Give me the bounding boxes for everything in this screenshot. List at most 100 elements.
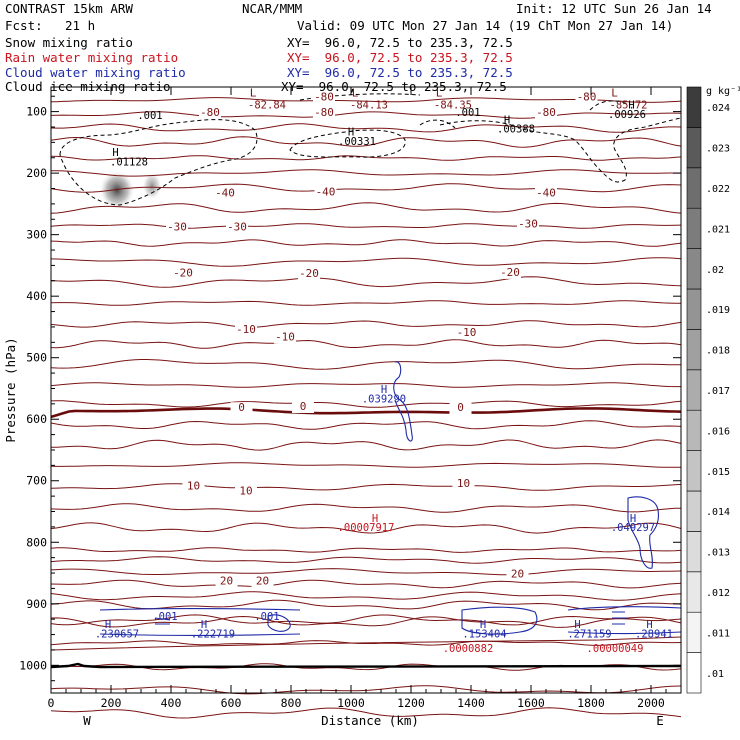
- isotherm-label-bg: [517, 218, 539, 231]
- org-label: NCAR/MMM: [242, 1, 303, 16]
- cloud-ice-contour: [419, 119, 456, 129]
- x-tick-label: 0: [48, 696, 55, 710]
- isotherm-label: 0: [300, 400, 307, 413]
- isotherm-label: 10: [239, 484, 252, 497]
- cloud-water-label: .230657: [95, 629, 139, 641]
- isotherm-line: [50, 183, 682, 193]
- axes: 0 200 400 600 800 1000 1200 1400 1600 1800 2000100…: [19, 87, 682, 710]
- cloud-ice-label: .00926: [608, 109, 646, 121]
- isotherm-line: [50, 320, 682, 328]
- colorbar-swatch: [686, 329, 702, 371]
- rain-water-label: .0000882: [443, 643, 494, 655]
- isotherm-label-bg: [199, 106, 221, 119]
- isotherm-label-bg: [298, 268, 320, 281]
- isotherm-label-bg: [182, 480, 205, 493]
- isotherm-label: -40: [536, 187, 556, 200]
- x-tick-label: 400: [161, 696, 182, 710]
- cloud-water-label: .153404: [462, 629, 506, 641]
- isotherm-label-bg: [535, 106, 557, 119]
- isotherm-line: [50, 359, 681, 370]
- cloud-water-contour: [99, 607, 301, 637]
- y-tick-label: 700: [26, 474, 47, 488]
- cloud-water-contour: [393, 361, 413, 442]
- cloud-ice-contour: [289, 129, 406, 158]
- cloud-water-contour: [627, 496, 659, 569]
- isotherm-label-bg: [215, 575, 238, 588]
- cloud-water-contours: [99, 361, 682, 637]
- colorbar-swatch: [686, 531, 702, 573]
- isotherm-label-bg: [313, 106, 335, 119]
- freezing-level-line: [50, 407, 682, 419]
- isotherm-label: -40: [215, 187, 235, 200]
- isotherm-line: [50, 591, 682, 601]
- cloud-ice-label: .001: [455, 107, 480, 119]
- isotherm-label: -80: [577, 91, 597, 104]
- isotherm-label: 0: [238, 401, 245, 414]
- isotherm-line: [50, 483, 682, 491]
- cloud-ice-label: .00331: [338, 136, 376, 148]
- isotherm-label: -30: [167, 220, 187, 233]
- y-tick-label: 300: [26, 228, 47, 242]
- x-tick-label: 1400: [457, 696, 485, 710]
- colorbar-level-label: .015: [706, 467, 730, 478]
- isotherm-line: [50, 223, 682, 229]
- isotherm-line: [50, 568, 682, 576]
- fcst-value: 21 h: [65, 18, 96, 33]
- colorbar-level-label: .023: [706, 144, 730, 155]
- cloud-ice-contour: [299, 93, 421, 101]
- isotherm-label: -10: [457, 326, 477, 339]
- isotherm-label: 0: [457, 401, 464, 414]
- isotherm-line: [50, 636, 682, 651]
- isotherm-label-bg: [172, 267, 194, 280]
- low-value-label: -85.72: [610, 100, 648, 112]
- isotherm-label: -80: [314, 91, 334, 104]
- fcst-label: Fcst:: [5, 18, 43, 33]
- legend-snow-xy: XY= 96.0, 72.5 to 235.3, 72.5: [287, 35, 513, 50]
- cloud-water-label: .271159: [567, 629, 611, 641]
- isotherm-line: [50, 136, 682, 148]
- low-mark: L: [611, 87, 618, 100]
- valid-time: Valid: 09 UTC Mon 27 Jan 14 (19 ChT Mon …: [297, 18, 674, 33]
- cloud-water-label: H: [574, 619, 580, 631]
- cloud-water-contour: [461, 606, 538, 635]
- legend-snow: Snow mixing ratio: [5, 35, 133, 50]
- colorbar-level-label: .024: [706, 103, 730, 114]
- colorbar-level-label: .022: [706, 184, 730, 195]
- y-tick-label: 100: [26, 105, 47, 119]
- isotherm-label: -10: [236, 323, 256, 336]
- isotherm-label: -80: [536, 106, 556, 119]
- contour-labels: -80 -80 -80 -80 -80 -40 -40 -40 -30 -30 -30 -20 -20 -…: [95, 87, 673, 655]
- isotherm-line: [50, 556, 682, 564]
- cloud-water-label: H: [480, 619, 486, 631]
- cloud-water-contour: [267, 614, 291, 632]
- isotherm-label: -10: [275, 330, 295, 343]
- isotherm-label: -30: [518, 217, 538, 230]
- cloud-water-label: .049297: [611, 522, 655, 534]
- y-tick-label: 200: [26, 166, 47, 180]
- low-value-label: -84.35: [434, 100, 472, 112]
- isotherm-line: [50, 640, 682, 646]
- isotherm-line: [50, 503, 682, 513]
- isotherm-label: -80: [200, 106, 220, 119]
- x-tick-label: 600: [221, 696, 242, 710]
- isotherm-line: [50, 202, 682, 214]
- isotherm-label-bg: [313, 91, 335, 104]
- legend-rain: Rain water mixing ratio: [5, 50, 179, 65]
- isotherm-label-bg: [292, 400, 314, 413]
- isotherm-label-bg: [235, 485, 257, 498]
- colorbar-swatch: [686, 611, 702, 653]
- colorbar-swatch: [686, 86, 702, 128]
- cloud-water-label: H: [646, 619, 652, 631]
- init-time: Init: 12 UTC Sun 26 Jan 14: [516, 1, 712, 16]
- isotherm-line: [50, 276, 682, 288]
- isotherm-label-bg: [214, 187, 236, 200]
- low-value-label: -84.13: [350, 100, 388, 112]
- isotherm-line: [50, 522, 682, 534]
- isotherm-line: [50, 400, 682, 408]
- rain-water-label: H: [372, 513, 378, 525]
- cloud-ice-contour: [439, 117, 682, 183]
- y-tick-label: 1000: [19, 658, 47, 672]
- x-tick-label: 200: [101, 696, 122, 710]
- isotherm-line: [50, 239, 682, 247]
- legend-rain-xy: XY= 96.0, 72.5 to 235.3, 72.5: [287, 50, 513, 65]
